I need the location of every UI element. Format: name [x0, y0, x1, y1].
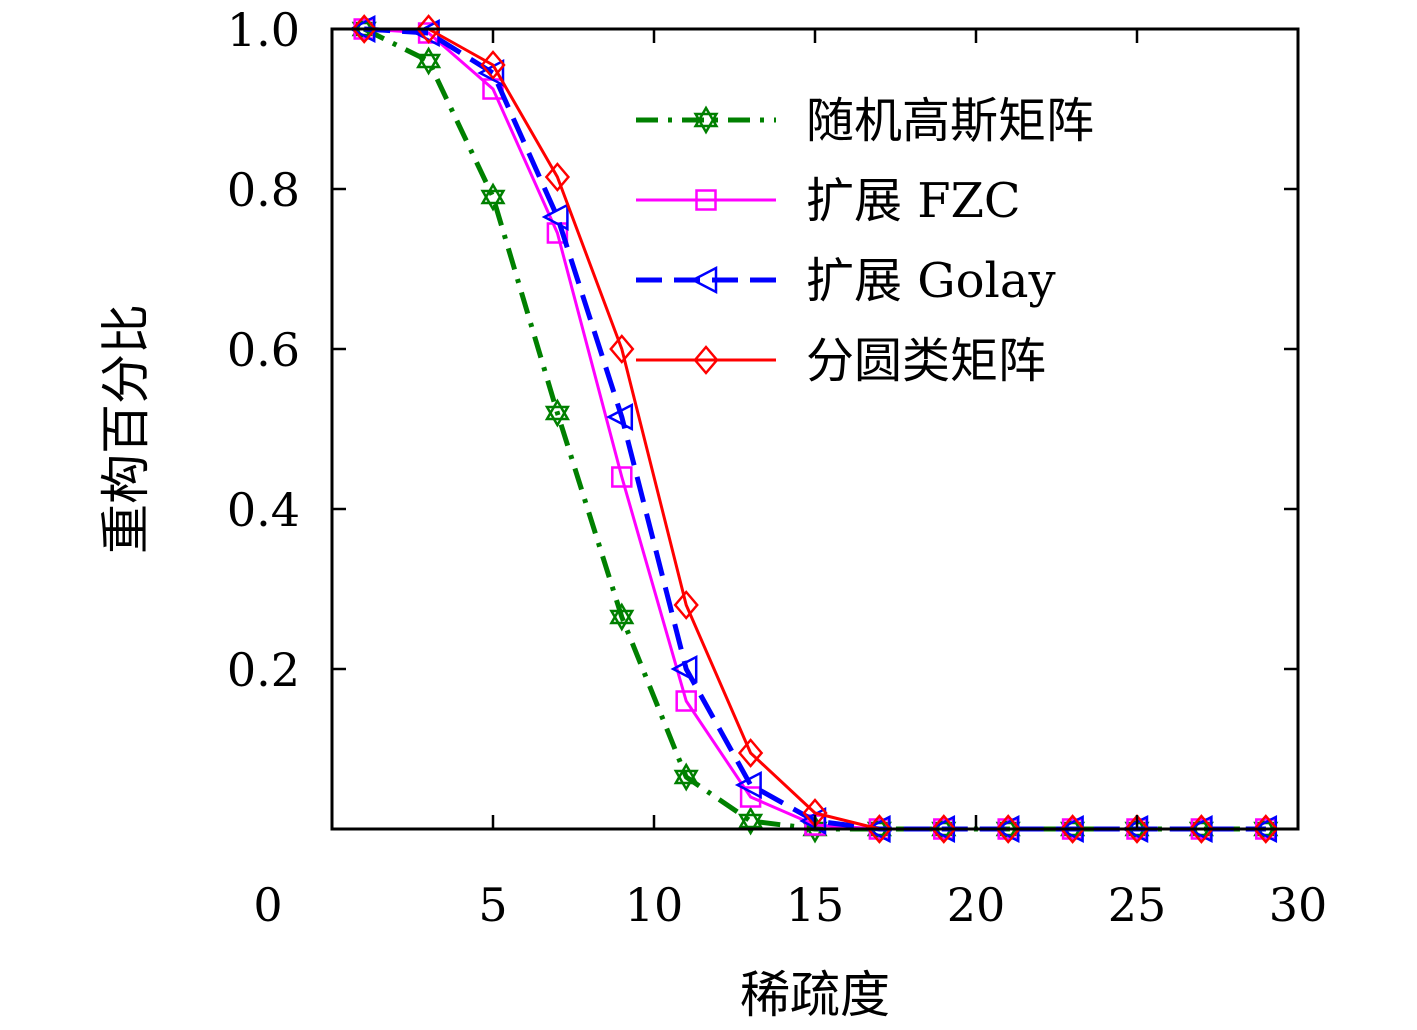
- series-4-point-12: [1059, 814, 1086, 844]
- legend-swatch-marker: [690, 265, 718, 295]
- series-3-point-7: [734, 770, 762, 800]
- series-1-point-5-down: [609, 609, 635, 632]
- legend-label: 分圆类矩阵: [806, 333, 1046, 389]
- series-1-point-6: [673, 762, 699, 792]
- series-4-point-2: [415, 14, 442, 44]
- legend-item-1: 随机高斯矩阵: [636, 93, 1094, 149]
- plot-frame: [330, 27, 1300, 831]
- series-4-point-15: [1253, 814, 1279, 844]
- series-3-point-5: [606, 402, 634, 432]
- series-1-point-3-up: [480, 182, 506, 205]
- legend-label: 扩展 Golay: [806, 253, 1056, 309]
- series-4-point-4: [544, 162, 571, 192]
- series-1-point-3: [480, 182, 506, 212]
- legend-item-4: 分圆类矩阵: [636, 333, 1046, 389]
- series-1-point-4-down: [544, 405, 570, 428]
- series-4-point-14: [1188, 814, 1215, 844]
- series-2-point-5: [611, 466, 633, 488]
- series-4-line: [364, 27, 1266, 831]
- series-1-point-7-up: [738, 806, 764, 829]
- series-1-point-7: [738, 806, 764, 836]
- series-4-point-7: [737, 738, 764, 768]
- series-1-point-7-down: [738, 813, 764, 836]
- legend-swatch-marker-up: [693, 105, 719, 128]
- series-4-point-5: [609, 334, 635, 364]
- series-3-point-4: [541, 202, 569, 232]
- legend-swatch-marker: [693, 105, 719, 135]
- series-1-point-2: [416, 46, 442, 76]
- x-tick-label: 25: [1108, 878, 1167, 932]
- legend-item-2: 扩展 FZC: [636, 173, 1021, 229]
- x-tick-label: 20: [947, 878, 1006, 932]
- y-tick-label: 0.6: [227, 323, 300, 377]
- series-1-point-5: [609, 602, 635, 632]
- legend-swatch-marker: [695, 189, 717, 211]
- x-tick-label: 15: [786, 878, 845, 932]
- y-tick-label: 0.2: [227, 643, 300, 697]
- x-tick-label: 10: [625, 878, 684, 932]
- series-2-line: [364, 27, 1266, 831]
- y-tick-label: 0.4: [227, 483, 300, 537]
- ticks-layer: 0 5 10 15 20 25 30 0.2 0.4 0.6 0.8 1.0: [227, 3, 1327, 932]
- x-tick-label: 30: [1269, 878, 1328, 932]
- series-1-point-2-up: [416, 46, 442, 69]
- series-4-point-6: [673, 590, 699, 620]
- series-1-point-4-up: [544, 398, 570, 421]
- series-1-point-5-up: [609, 602, 635, 625]
- y-tick-label: 0.8: [227, 163, 300, 217]
- y-tick-label: 1.0: [227, 3, 300, 57]
- series-4-point-1: [351, 14, 377, 44]
- series-1-point-6-down: [673, 769, 699, 792]
- series-4-point-13: [1124, 814, 1150, 844]
- series-3-point-8: [799, 806, 827, 836]
- x-tick-label: 0: [253, 878, 282, 932]
- x-axis-label: 稀疏度: [740, 966, 890, 1024]
- series-1-line: [363, 26, 1266, 832]
- series-4-point-10: [931, 814, 957, 844]
- legend-swatch-marker: [693, 345, 719, 375]
- series-4-point-3: [480, 50, 506, 80]
- series-1-point-4: [544, 398, 570, 428]
- legend-swatch-marker-down: [693, 112, 719, 135]
- series-3-point-3: [477, 58, 505, 88]
- series-1-point-6-up: [673, 762, 699, 785]
- legend-label: 扩展 FZC: [806, 173, 1021, 229]
- series-4-point-11: [995, 814, 1021, 844]
- legend-label: 随机高斯矩阵: [806, 93, 1094, 149]
- series-3-line: [364, 26, 1266, 832]
- series-1-point-2-down: [416, 53, 442, 76]
- series-3-point-6: [670, 654, 698, 684]
- series-2-point-6: [675, 690, 697, 712]
- legend-item-3: 扩展 Golay: [636, 253, 1056, 309]
- series-1-point-3-down: [480, 189, 506, 212]
- series-4-point-9: [866, 814, 893, 844]
- y-axis-label: 重构百分比: [97, 304, 155, 554]
- x-tick-label: 5: [478, 878, 507, 932]
